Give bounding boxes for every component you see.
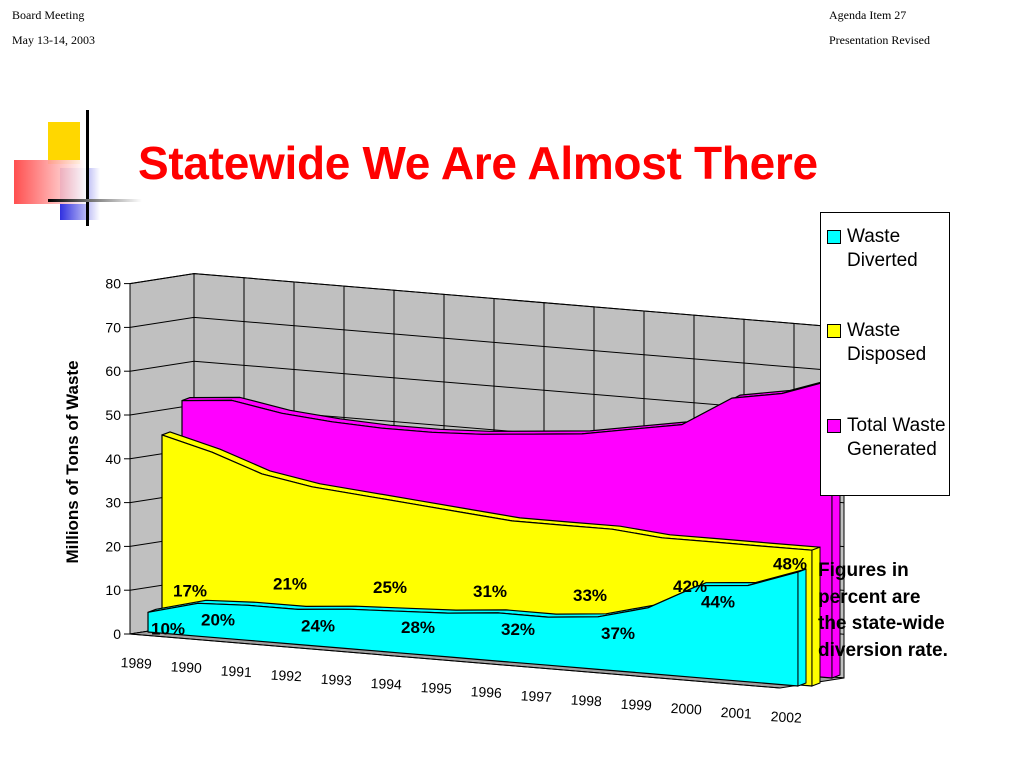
chart-legend: Waste Diverted Waste Disposed Total Wast…	[820, 212, 950, 496]
data-label-back: 33%	[573, 586, 607, 605]
x-tick-label: 1990	[170, 658, 202, 676]
x-tick-label: 1989	[120, 654, 152, 672]
x-tick-label: 2000	[670, 700, 702, 718]
data-label-back: 25%	[373, 578, 407, 597]
legend-swatch-generated	[827, 419, 841, 433]
data-label-back: 48%	[773, 554, 807, 573]
gridline-80	[129, 273, 845, 329]
chart-series	[147, 376, 841, 687]
legend-swatch-disposed	[827, 324, 841, 338]
y-tick-label: 40	[105, 451, 121, 467]
series-side	[797, 568, 807, 687]
data-label-front: 37%	[601, 624, 635, 643]
x-tick-label: 1997	[520, 687, 552, 705]
data-label-front: 32%	[501, 620, 535, 639]
y-tick-label: 0	[113, 626, 121, 642]
y-axis-ticks: 0 10 20 30 40 50 60 70 80	[105, 276, 131, 642]
data-label-front: 24%	[301, 616, 335, 635]
data-label-back: 17%	[173, 581, 207, 600]
x-tick-label: 1994	[370, 675, 402, 693]
data-label-front: 28%	[401, 618, 435, 637]
data-label-back: 31%	[473, 582, 507, 601]
x-tick-label: 1996	[470, 683, 502, 701]
data-label-front: 10%	[151, 619, 185, 638]
legend-label-generated: Total Waste Generated	[847, 415, 946, 460]
header-right-line1: Agenda Item 27	[829, 8, 907, 22]
diversion-note: Figures in percent are the state-wide di…	[818, 560, 948, 661]
data-labels: 10% 20% 24% 28% 32% 37% 44% 17% 21% 25% 31% 33% 42% 4…	[151, 554, 807, 642]
legend-swatch-diverted	[827, 230, 841, 244]
x-tick-label: 2001	[720, 704, 752, 722]
y-tick-label: 50	[105, 407, 121, 423]
x-tick-label: 1993	[320, 671, 352, 689]
header-right-line2: Presentation Revised	[829, 33, 930, 47]
y-tick-label: 70	[105, 319, 121, 335]
y-tick-label: 10	[105, 582, 121, 598]
gridline-60	[129, 360, 845, 416]
x-tick-label: 1992	[270, 667, 302, 685]
x-tick-label: 1998	[570, 692, 602, 710]
legend-item-diverted: Waste Diverted	[827, 225, 957, 273]
x-axis-ticks: 1989 1990 1991 1992 1993 1994 1995 1996 1997 1998…	[120, 633, 802, 726]
series-side	[811, 546, 821, 687]
header-left-line1: Board Meeting	[12, 8, 85, 22]
y-tick-label: 30	[105, 495, 121, 511]
data-label-back: 21%	[273, 574, 307, 593]
y-tick-label: 80	[105, 276, 121, 292]
legend-label-diverted: Waste Diverted	[847, 226, 918, 271]
y-tick-label: 20	[105, 538, 121, 554]
data-label-back: 42%	[673, 577, 707, 596]
legend-item-generated: Total Waste Generated	[827, 414, 957, 462]
y-axis-label: Millions of Tons of Waste	[63, 360, 82, 563]
legend-label-disposed: Waste Disposed	[847, 320, 927, 365]
x-tick-label: 1995	[420, 679, 452, 697]
y-tick-label: 60	[105, 363, 121, 379]
legend-item-disposed: Waste Disposed	[827, 319, 957, 367]
gridline-70	[129, 316, 845, 372]
header-left-line2: May 13-14, 2003	[12, 33, 95, 47]
x-tick-label: 2002	[770, 708, 802, 726]
data-label-front: 44%	[701, 593, 735, 612]
x-tick-label: 1991	[220, 663, 252, 681]
decorative-logo	[14, 110, 142, 226]
slide-title: Statewide We Are Almost There	[138, 137, 818, 189]
data-label-front: 20%	[201, 610, 235, 629]
x-axis-line	[129, 633, 781, 689]
x-tick-label: 1999	[620, 696, 652, 714]
